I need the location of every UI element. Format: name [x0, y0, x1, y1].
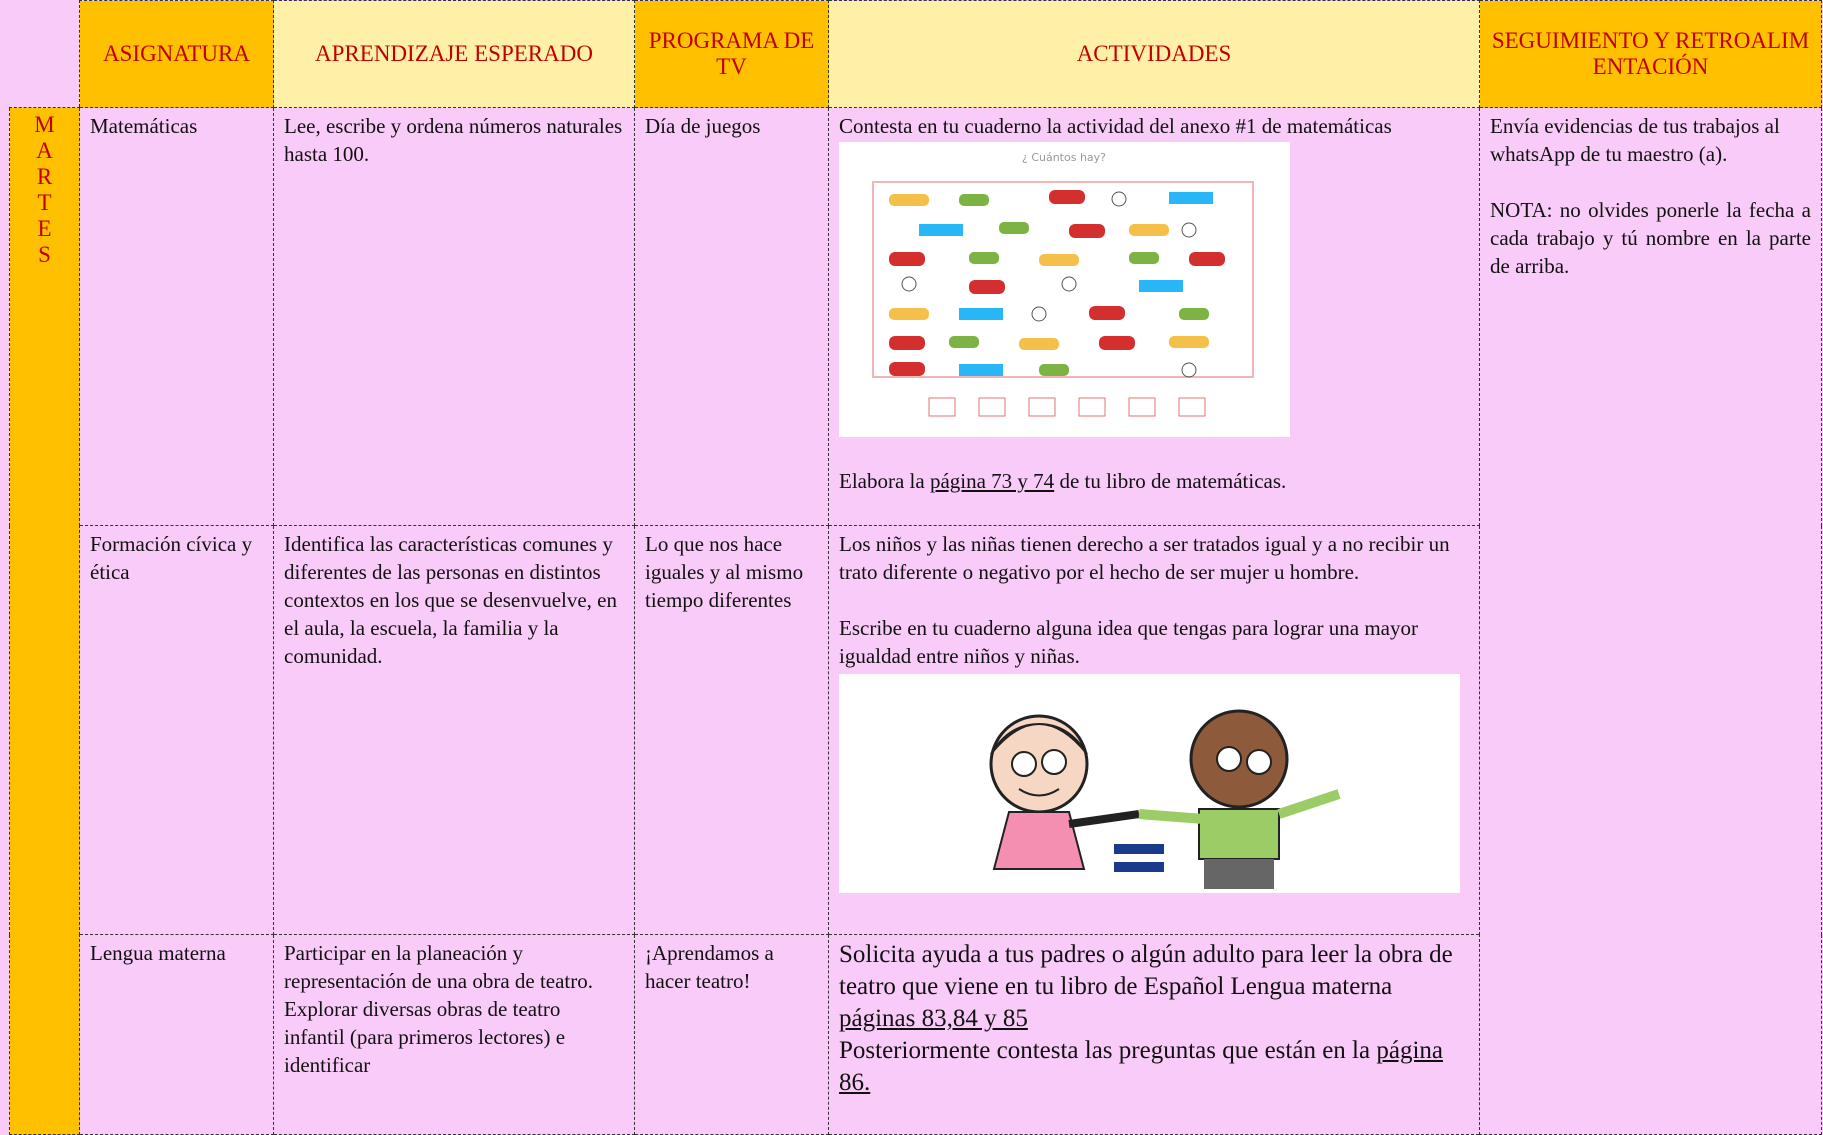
activity-text: Posteriormente contesta las preguntas qu… [839, 1035, 1469, 1099]
image-title: ¿ Cuántos hay? [1022, 151, 1106, 164]
row: Formación cívica y ética Identifica las … [10, 525, 1822, 935]
page-reference: página 73 y 74 [929, 469, 1055, 493]
column-header: ASIGNATURA [79, 0, 274, 108]
activities: Los niños y las niñas tienen derecho a s… [828, 525, 1480, 935]
schedule-table: ASIGNATURA APRENDIZAJE ESPERADO PROGRAMA… [9, 0, 1822, 1135]
page: {"header": {"columns": ["ASIGNATURA", "A… [9, 0, 1822, 1135]
follow-up-text: Envía evidencias de tus trabajos al what… [1490, 114, 1780, 166]
page-reference: página 86. [839, 1037, 1443, 1096]
text: Elabora la [839, 469, 930, 493]
program: Día de juegos [634, 107, 829, 526]
column-header: SEGUIMIENTO Y RETROALIMENTACIÓN [1479, 0, 1822, 108]
text: Posteriormente contesta las preguntas qu… [839, 1037, 1377, 1064]
row: MARTES Matemáticas Lee, escribe y ordena… [9, 107, 1822, 1135]
learning: Participar en la planeación y representa… [273, 934, 635, 1135]
empty-cell [9, 0, 80, 108]
activity-text: Solicita ayuda a tus padres o algún adul… [839, 939, 1469, 1035]
learning: Lee, escribe y ordena números naturales … [273, 107, 635, 526]
follow-up: Envía evidencias de tus trabajos al what… [1479, 107, 1822, 1135]
activities: Solicita ayuda a tus padres o algún adul… [828, 934, 1480, 1135]
learning: Identifica las características comunes y… [273, 525, 635, 935]
day-label: MARTES [9, 107, 80, 1135]
activity-text: Los niños y las niñas tienen derecho a s… [839, 532, 1450, 584]
subject: Matemáticas [79, 107, 274, 526]
subject: Formación cívica y ética [79, 525, 274, 935]
header-row: ASIGNATURA APRENDIZAJE ESPERADO PROGRAMA… [9, 0, 1822, 108]
children-image [839, 674, 1460, 893]
worksheet-image: ¿ Cuántos hay? [839, 142, 1290, 437]
activities: Contesta en tu cuaderno la actividad del… [828, 107, 1480, 526]
program: ¡Aprendamos a hacer teatro! [634, 934, 829, 1135]
column-header: PROGRAMA DE TV [634, 0, 829, 108]
activity-text: Elabora la página 73 y 74 de tu libro de… [839, 467, 1469, 495]
text: Solicita ayuda a tus padres o algún adul… [839, 941, 1453, 1000]
activity-text: Contesta en tu cuaderno la actividad del… [839, 114, 1392, 138]
page-reference: páginas 83,84 y 85 [839, 1005, 1028, 1032]
follow-up-note: NOTA: no olvides ponerle la fecha a cada… [1490, 198, 1811, 278]
column-header: APRENDIZAJE ESPERADO [273, 0, 635, 108]
subject: Lengua materna [79, 934, 274, 1135]
text: de tu libro de matemáticas. [1054, 469, 1287, 493]
program: Lo que nos hace iguales y al mismo tiemp… [634, 525, 829, 935]
column-header: ACTIVIDADES [828, 0, 1480, 108]
activity-text: Escribe en tu cuaderno alguna idea que t… [839, 616, 1418, 668]
